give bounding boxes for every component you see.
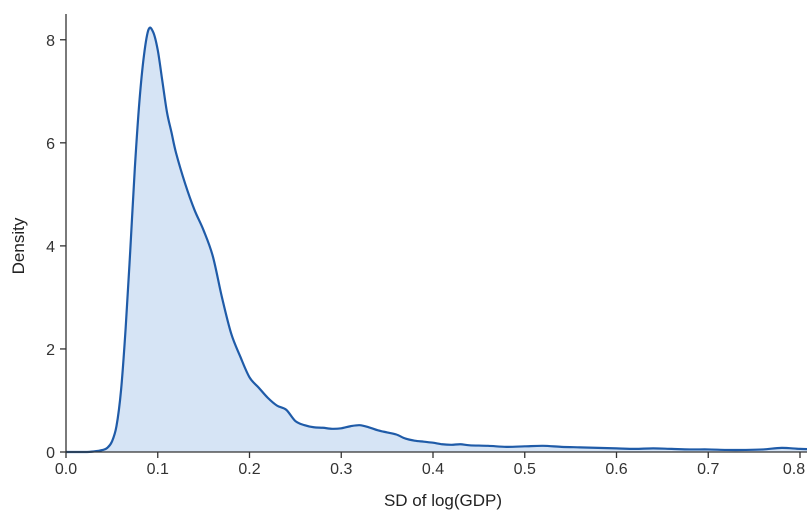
plot-area (65, 26, 807, 454)
x-tick-label: 0.5 (514, 461, 536, 478)
y-tick-label: 4 (46, 239, 55, 256)
y-tick-label: 6 (46, 136, 55, 153)
x-tick-label: 0.0 (55, 461, 77, 478)
density-area-fill (66, 27, 807, 453)
density-curve-line (65, 26, 807, 454)
x-tick-label: 0.7 (697, 461, 719, 478)
x-tick-label: 0.4 (422, 461, 444, 478)
y-tick-label: 8 (46, 33, 55, 50)
y-axis-title: Density (9, 217, 28, 274)
x-tick-label: 0.8 (783, 461, 805, 478)
y-tick-label: 0 (46, 445, 55, 462)
x-axis-ticks: 0.0 0.1 0.2 0.3 0.4 0.5 0.6 0.7 0.8 (55, 452, 805, 478)
y-axis-ticks: 0 2 4 6 8 (46, 33, 66, 462)
x-tick-label: 0.6 (605, 461, 627, 478)
y-tick-label: 2 (46, 342, 55, 359)
x-tick-label: 0.1 (147, 461, 169, 478)
x-tick-label: 0.2 (238, 461, 260, 478)
x-axis-title: SD of log(GDP) (384, 491, 502, 510)
x-tick-label: 0.3 (330, 461, 352, 478)
